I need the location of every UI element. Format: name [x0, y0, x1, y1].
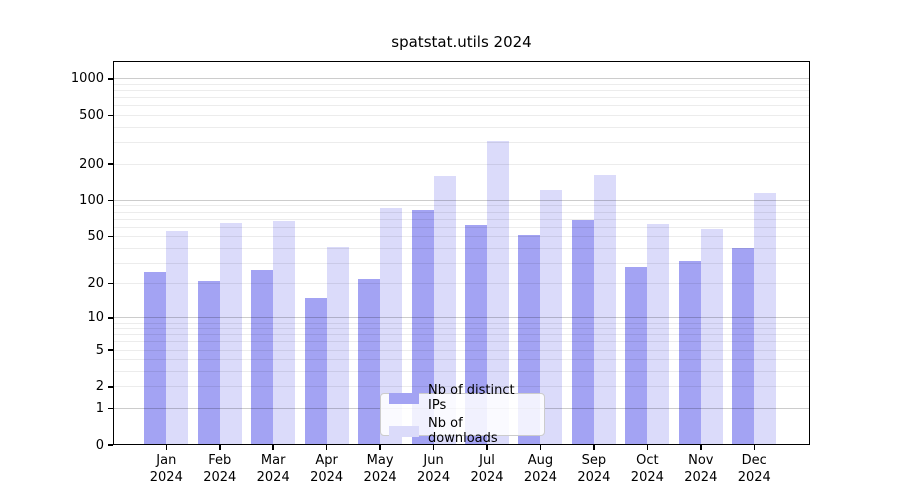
legend-swatch-downloads	[389, 425, 419, 437]
y-tick-5	[108, 349, 113, 351]
x-tick-label-sep: Sep 2024	[577, 453, 611, 485]
bar-distinct-ips-nov	[678, 261, 701, 445]
legend-label-downloads: Nb of downloads	[428, 416, 498, 446]
x-tick-aug	[539, 445, 542, 450]
x-tick-label-dec: Dec 2024	[737, 453, 771, 485]
x-tick-label-feb: Feb 2024	[203, 453, 237, 485]
bar-layer	[113, 61, 810, 445]
bar-downloads-mar	[273, 221, 296, 445]
y-tick-label-1000: 1000	[70, 71, 104, 87]
bar-downloads-oct	[647, 223, 670, 445]
x-tick-oct	[646, 445, 649, 450]
chart-title: spatstat.utils 2024	[391, 33, 532, 51]
y-tick-label-10: 10	[87, 310, 104, 326]
x-tick-nov	[700, 445, 702, 450]
y-tick-2	[108, 386, 113, 388]
y-tick-label-5: 5	[95, 342, 104, 358]
bar-distinct-ips-jul	[465, 224, 487, 445]
bar-downloads-sep	[593, 175, 616, 445]
y-tick-label-1: 1	[95, 400, 104, 416]
y-tick-label-500: 500	[79, 108, 104, 124]
bar-downloads-nov	[700, 228, 723, 445]
y-tick-label-100: 100	[79, 192, 104, 208]
y-tick-label-50: 50	[87, 229, 104, 245]
x-tick-dec	[753, 445, 755, 450]
legend-label-distinct-ips: Nb of distinct IPs	[428, 383, 515, 413]
x-tick-jul	[486, 445, 488, 450]
y-tick-label-20: 20	[87, 276, 104, 292]
x-tick-mar	[272, 445, 274, 450]
x-tick-label-jan: Jan 2024	[149, 453, 183, 485]
x-tick-sep	[593, 445, 595, 450]
bar-distinct-ips-mar	[251, 270, 274, 445]
legend-item-distinct-ips: Nb of distinct IPs	[389, 383, 536, 413]
bar-downloads-jan	[166, 230, 189, 445]
y-tick-label-2: 2	[95, 379, 104, 395]
x-tick-apr	[325, 445, 328, 450]
y-tick-50	[108, 235, 113, 238]
y-tick-200	[108, 163, 113, 165]
x-tick-label-apr: Apr 2024	[310, 453, 344, 485]
y-tick-20	[108, 282, 113, 285]
legend-item-downloads: Nb of downloads	[389, 416, 536, 446]
bar-downloads-may	[380, 207, 403, 445]
bar-distinct-ips-sep	[571, 219, 594, 445]
x-tick-may	[379, 445, 381, 450]
legend-swatch-distinct-ips	[389, 392, 419, 404]
x-tick-label-aug: Aug 2024	[523, 453, 557, 485]
bar-distinct-ips-jun	[411, 209, 434, 445]
bar-distinct-ips-aug	[518, 234, 541, 445]
y-tick-100	[108, 199, 113, 202]
x-tick-label-oct: Oct 2024	[630, 453, 664, 485]
bar-distinct-ips-apr	[304, 298, 327, 445]
bar-downloads-dec	[754, 193, 777, 445]
y-tick-1	[108, 407, 113, 410]
bar-distinct-ips-jan	[144, 272, 167, 445]
y-tick-1000	[108, 78, 113, 80]
bar-downloads-feb	[219, 223, 242, 445]
x-tick-label-jun: Jun 2024	[417, 453, 451, 485]
bar-downloads-jul	[487, 140, 509, 445]
bar-downloads-jun	[433, 176, 456, 445]
x-tick-feb	[219, 445, 221, 450]
legend: Nb of distinct IPs Nb of downloads	[380, 383, 545, 446]
bar-distinct-ips-may	[358, 278, 381, 445]
y-tick-10	[108, 317, 113, 319]
bar-distinct-ips-feb	[197, 281, 220, 445]
y-tick-0	[108, 444, 113, 446]
bar-distinct-ips-oct	[625, 266, 648, 445]
x-tick-label-jul: Jul 2024	[470, 453, 504, 485]
x-tick-label-may: May 2024	[363, 453, 397, 485]
plot-area	[113, 61, 810, 445]
x-tick-jun	[432, 445, 435, 450]
bar-downloads-apr	[326, 246, 349, 445]
y-tick-500	[108, 114, 113, 117]
y-tick-label-200: 200	[79, 156, 104, 172]
bar-downloads-aug	[540, 190, 563, 445]
x-tick-label-mar: Mar 2024	[256, 453, 290, 485]
y-tick-label-0: 0	[95, 437, 104, 453]
bar-distinct-ips-dec	[732, 248, 755, 445]
x-tick-label-nov: Nov 2024	[684, 453, 718, 485]
x-tick-jan	[165, 445, 168, 450]
